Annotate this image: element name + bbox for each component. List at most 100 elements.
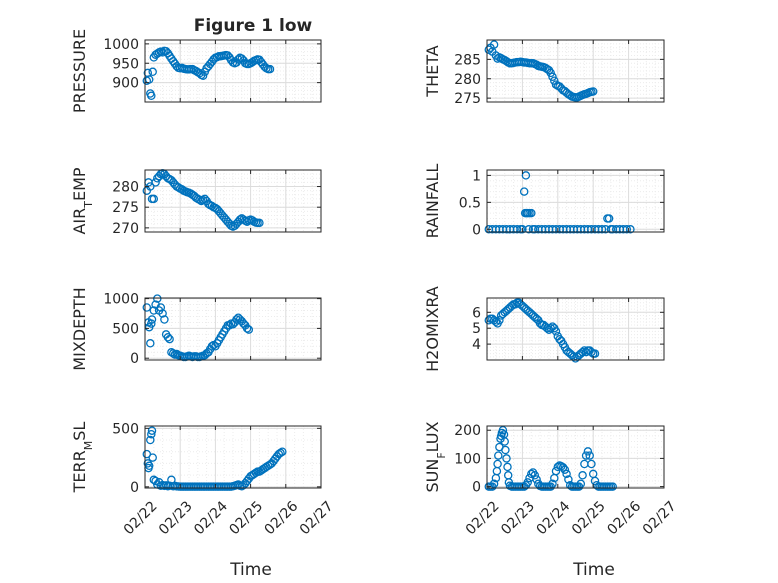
data-point — [160, 315, 169, 324]
y-tick-label: 1 — [472, 168, 481, 184]
data-point — [523, 478, 532, 487]
data-point — [147, 429, 156, 439]
data-point — [147, 319, 156, 328]
data-point — [530, 471, 540, 480]
data-point — [578, 471, 587, 480]
y-tick-label: 200 — [454, 423, 481, 439]
y-axis-label: THETA — [423, 45, 442, 97]
y-tick-label: 500 — [112, 421, 139, 437]
y-axis-label: PRESSURE — [70, 29, 89, 113]
data-point — [489, 40, 499, 49]
data-point — [276, 448, 285, 458]
data-point — [553, 462, 563, 472]
y-tick-label: 950 — [112, 56, 139, 72]
data-point — [587, 459, 596, 469]
data-point — [524, 225, 534, 234]
data-point — [551, 327, 561, 336]
data-point — [626, 225, 635, 234]
axes-box — [144, 425, 322, 489]
y-axis-label: AIRTEMP — [70, 167, 95, 234]
data-point — [158, 309, 167, 318]
data-point — [546, 68, 555, 78]
data-point — [156, 303, 166, 312]
data-point — [198, 71, 208, 80]
subplot-2: 275 280 285 THETA — [423, 39, 665, 107]
data-point — [548, 72, 557, 82]
y-axis-label: TERRMSL — [70, 422, 95, 494]
data-point — [519, 187, 529, 196]
y-tick-label: 0 — [472, 222, 481, 238]
axes-box — [486, 169, 665, 233]
y-tick-label: 275 — [112, 200, 139, 216]
data-point — [147, 315, 157, 324]
data-point — [153, 294, 162, 303]
data-point — [560, 465, 570, 474]
data-point — [588, 87, 598, 96]
y-tick-label: 1000 — [103, 37, 139, 53]
y-tick-label: 0 — [130, 480, 139, 496]
data-point — [149, 194, 159, 204]
data-point — [604, 214, 614, 223]
data-point — [585, 451, 594, 460]
data-point — [494, 451, 503, 460]
axes-box — [144, 39, 322, 103]
data-point — [244, 325, 254, 334]
axes-box — [144, 297, 322, 361]
y-tick-label: 280 — [112, 180, 139, 196]
y-tick-label: 270 — [112, 221, 139, 237]
subplot-1: 900 950 1000 PRESSURE — [70, 29, 322, 113]
axes-box — [144, 169, 322, 233]
data-point — [503, 462, 512, 472]
data-point — [548, 479, 557, 489]
y-tick-label: 280 — [454, 72, 481, 88]
axes-box — [486, 425, 665, 489]
y-axis-label: MIXDEPTH — [70, 287, 89, 370]
x-axis-label-left: Time — [229, 560, 272, 580]
data-point — [622, 225, 632, 234]
y-tick-label: 4 — [472, 337, 481, 353]
y-tick-label: 900 — [112, 76, 139, 92]
y-tick-label: 285 — [454, 52, 481, 68]
figure-title: Figure 1 low — [194, 16, 313, 36]
data-point — [146, 339, 155, 348]
y-axis-label: RAINFALL — [423, 164, 442, 239]
data-point — [234, 55, 243, 64]
y-axis-label: SUNFLUX — [423, 421, 448, 492]
data-point — [576, 479, 586, 489]
data-point — [500, 437, 509, 446]
y-tick-label: 0 — [130, 351, 139, 367]
data-point — [562, 469, 571, 479]
data-point — [597, 225, 607, 234]
subplot-5: 0 500 1000 MIXDEPTH — [70, 287, 322, 371]
data-point — [558, 463, 568, 472]
data-point — [495, 316, 504, 325]
y-axis-label: H2OMIXRA — [423, 286, 442, 372]
y-tick-label: 6 — [472, 305, 481, 321]
data-point — [147, 426, 157, 435]
data-point — [242, 324, 252, 333]
data-point — [151, 178, 160, 187]
data-point — [512, 225, 522, 234]
data-point — [501, 445, 510, 455]
data-point — [149, 306, 159, 315]
x-axis-label-right: Time — [572, 560, 615, 580]
subplot-3: 270 275 280 AIRTEMP — [70, 167, 322, 237]
y-tick-label: 0 — [472, 480, 481, 496]
data-point — [581, 451, 591, 460]
data-point — [590, 349, 600, 358]
subplot-4: 0 0.5 1 RAINFALL — [423, 164, 665, 239]
y-tick-label: 0.5 — [459, 195, 481, 211]
data-point — [148, 453, 157, 462]
data-point — [255, 218, 264, 228]
y-tick-label: 100 — [454, 451, 481, 467]
data-point — [489, 479, 499, 489]
y-tick-label: 500 — [112, 321, 139, 337]
data-point — [147, 91, 156, 101]
data-point — [232, 315, 241, 324]
data-point — [265, 64, 275, 74]
data-point — [163, 333, 173, 342]
data-point — [583, 447, 593, 456]
y-tick-label: 275 — [454, 91, 481, 107]
